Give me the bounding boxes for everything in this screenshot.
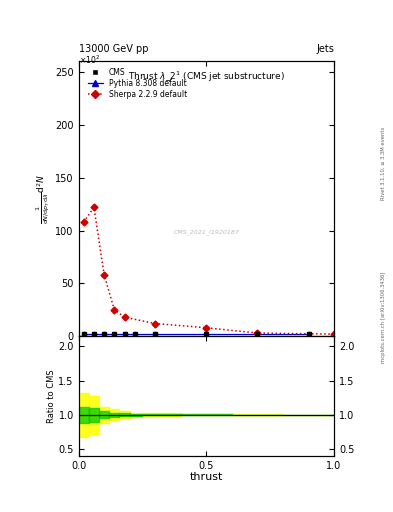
Text: 13000 GeV pp: 13000 GeV pp [79,44,148,54]
Text: CMS_2021_I1920187: CMS_2021_I1920187 [173,229,239,234]
X-axis label: thrust: thrust [190,472,223,482]
Text: Thrust $\lambda\_2^1$ (CMS jet substructure): Thrust $\lambda\_2^1$ (CMS jet substruct… [128,70,285,84]
Text: Rivet 3.1.10, ≥ 3.3M events: Rivet 3.1.10, ≥ 3.3M events [381,127,386,201]
Text: mcplots.cern.ch [arXiv:1306.3436]: mcplots.cern.ch [arXiv:1306.3436] [381,272,386,363]
Text: Jets: Jets [316,44,334,54]
Y-axis label: Ratio to CMS: Ratio to CMS [47,369,55,423]
Y-axis label: $\frac{1}{\mathrm{d}N/\mathrm{d}p_T\,\mathrm{d}\lambda}\mathrm{d}^2N$: $\frac{1}{\mathrm{d}N/\mathrm{d}p_T\,\ma… [35,174,52,224]
Text: $\times10^2$: $\times10^2$ [79,54,100,66]
Legend: CMS, Pythia 8.308 default, Sherpa 2.2.9 default: CMS, Pythia 8.308 default, Sherpa 2.2.9 … [88,68,187,99]
